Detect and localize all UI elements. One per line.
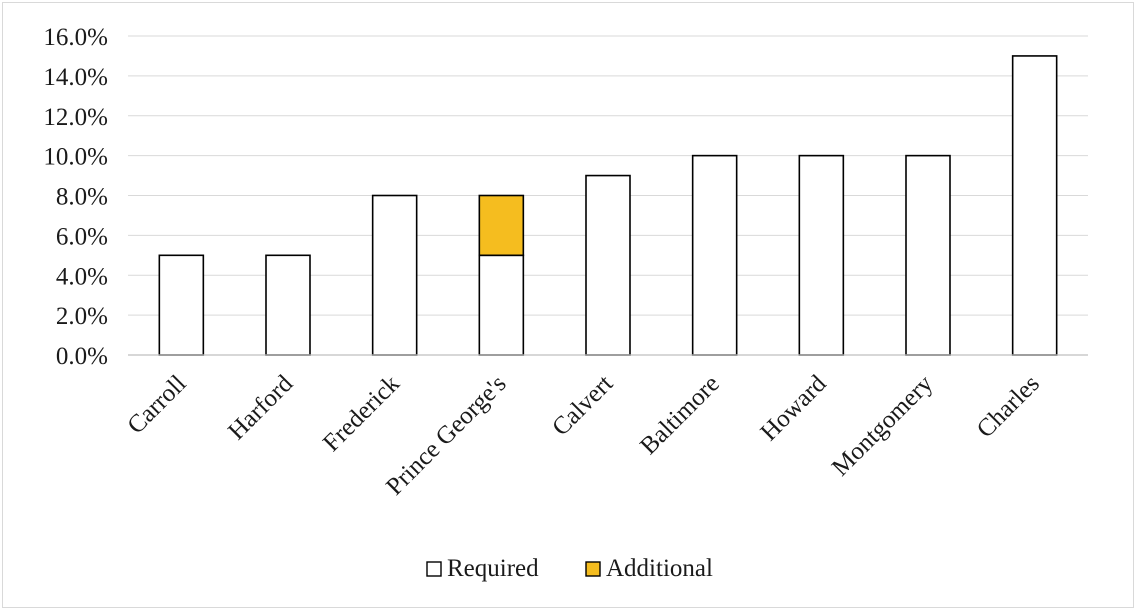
bar-required-howard [798,154,845,356]
x-category-label: Charles [972,370,1045,443]
y-tick-label: 6.0% [56,223,108,250]
bar-required-calvert [585,174,631,356]
x-category-label: Harford [223,370,298,445]
legend-label-additional: Additional [606,555,713,582]
bar-required-charles [1011,55,1058,356]
bar-required-montgomery [905,154,951,356]
legend-label-required: Required [447,555,539,582]
y-tick-label: 12.0% [43,104,108,131]
x-category-label: Montgomery [827,370,939,482]
bar-required-carroll [158,254,205,356]
x-category-label: Frederick [318,370,405,457]
x-category-label: Calvert [547,370,618,441]
legend: Required Additional [426,555,713,582]
legend-swatch-required [426,561,442,577]
bar-required-prince-george-s [478,254,525,356]
y-tick-label: 8.0% [56,184,108,211]
x-category-label: Howard [756,370,832,446]
y-axis-tick-labels: 0.0% 2.0% 4.0% 6.0% 8.0% 10.0% 12.0% 14.0% 16.0% [43,24,108,370]
y-tick-label: 16.0% [43,24,108,51]
bar-required-baltimore [691,154,738,356]
bar-additional-prince-george-s [478,194,525,257]
bars [158,55,1058,356]
y-tick-label: 2.0% [56,303,108,330]
y-tick-label: 14.0% [43,64,108,91]
bar-required-harford [265,254,311,356]
x-category-label: Baltimore [635,370,725,460]
y-tick-label: 10.0% [43,144,108,171]
y-tick-label: 4.0% [56,263,108,290]
y-tick-label: 0.0% [56,343,108,370]
x-category-label: Carroll [122,370,191,439]
bar-required-frederick [371,194,418,356]
legend-swatch-additional [585,561,601,577]
